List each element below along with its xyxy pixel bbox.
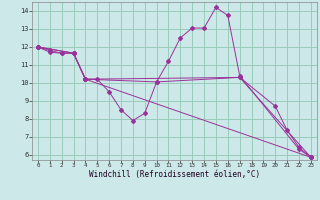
X-axis label: Windchill (Refroidissement éolien,°C): Windchill (Refroidissement éolien,°C) xyxy=(89,170,260,179)
